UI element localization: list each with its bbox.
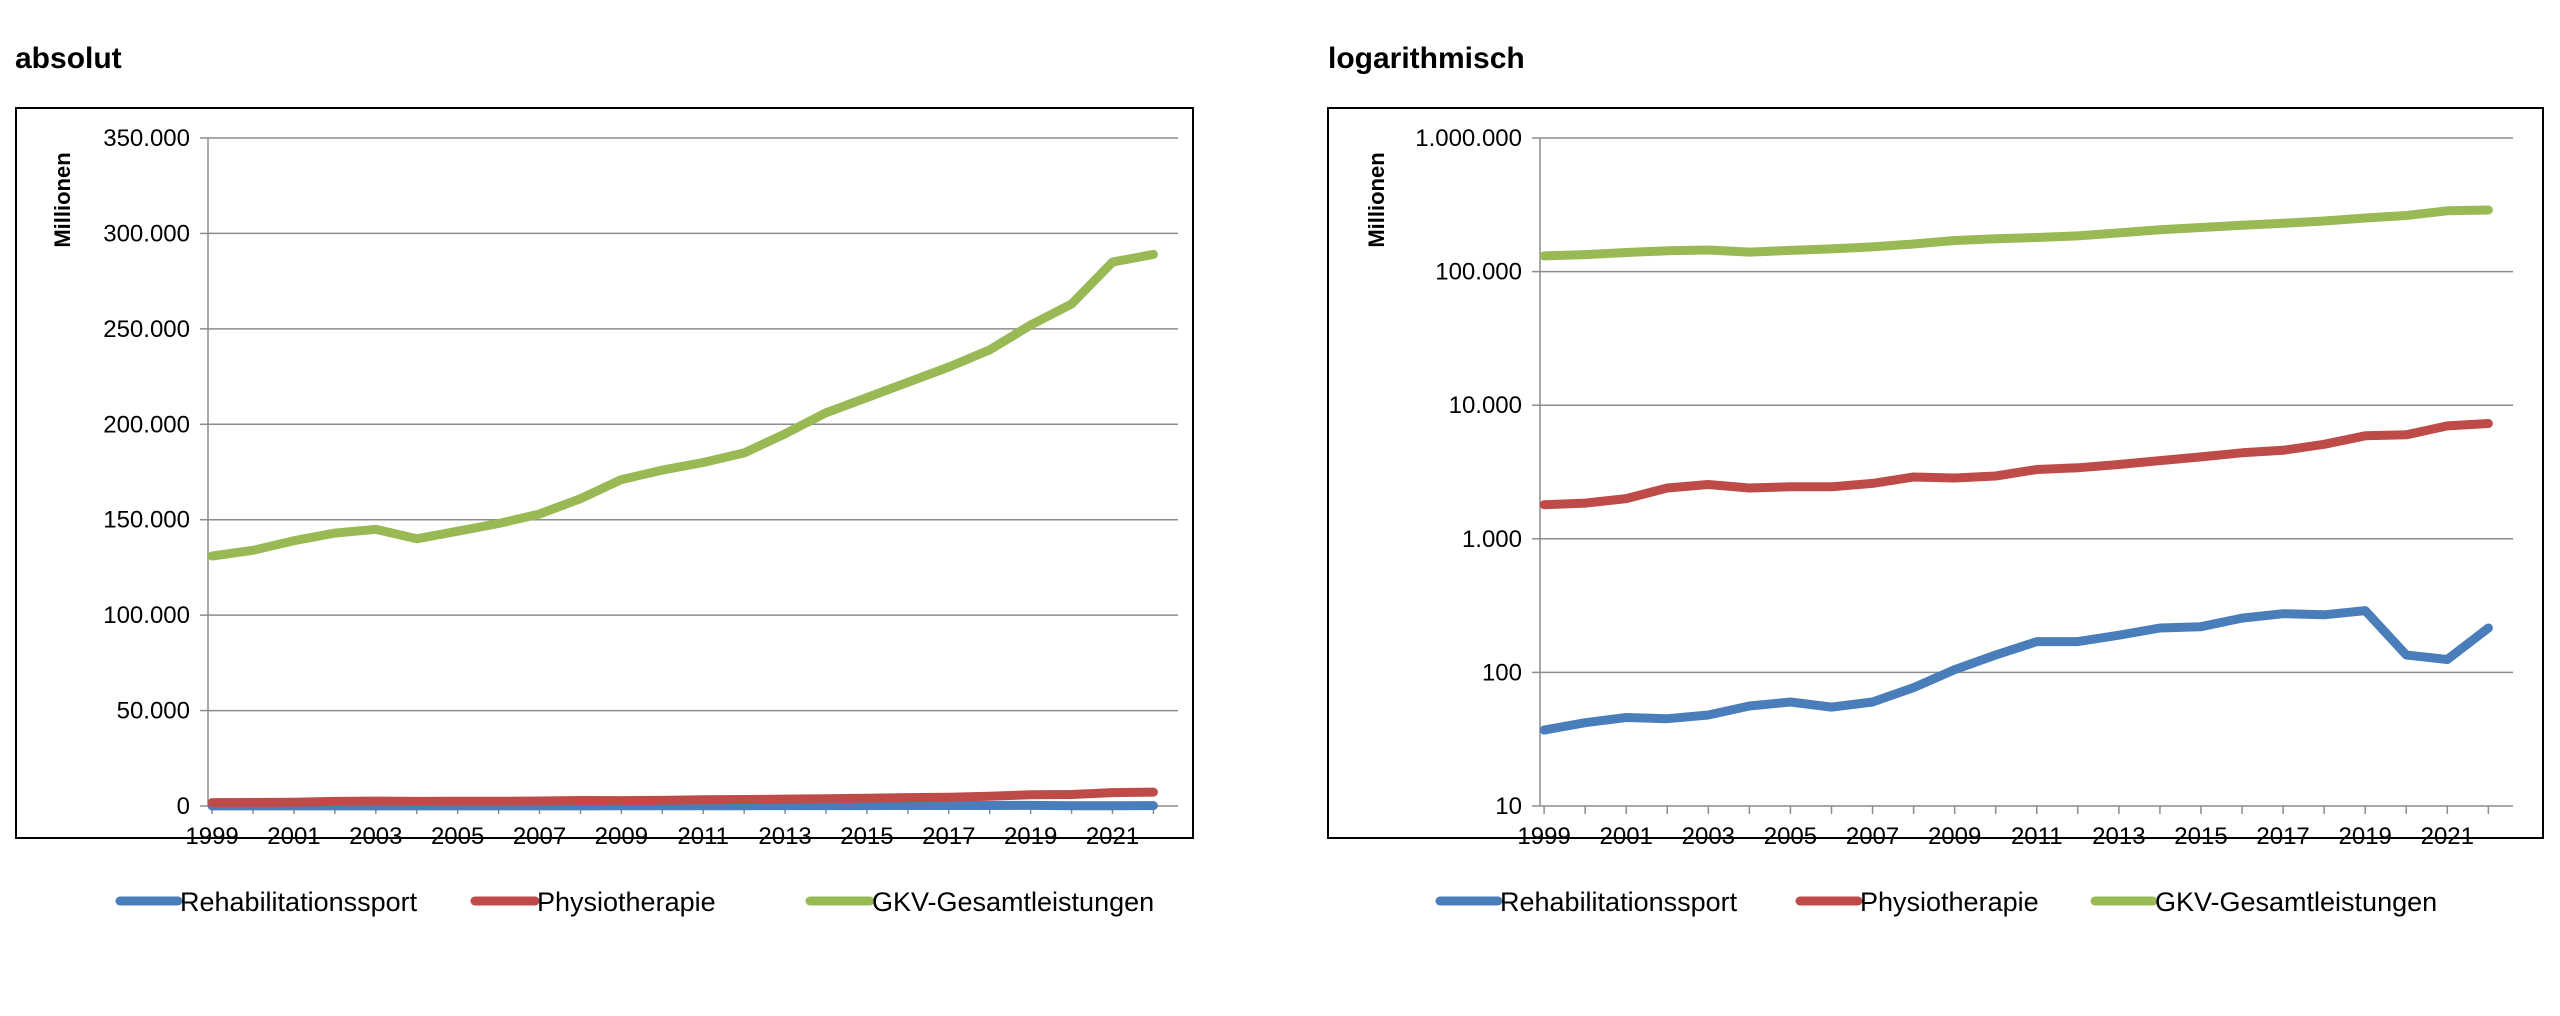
x-tick-label: 2011 — [677, 823, 729, 850]
y-tick-label: 0 — [177, 793, 190, 820]
chart-frame — [15, 107, 1194, 839]
chart-frame — [1327, 107, 2544, 839]
x-tick-label: 2001 — [267, 823, 320, 850]
x-tick-label: 2003 — [1682, 823, 1735, 850]
y-tick-label: 300.000 — [103, 220, 190, 247]
y-tick-label: 100.000 — [103, 602, 190, 629]
legend-label: Rehabilitationssport — [1500, 887, 1738, 917]
x-tick-label: 2009 — [595, 823, 648, 850]
series-line-rehabilitationssport — [1539, 606, 2493, 735]
chart-2: 10 100 1.000 10.000 100.000 1.000.000 1999 2001… — [1327, 107, 2544, 917]
x-tick-label: 2007 — [1846, 823, 1899, 850]
x-tick-label: 2009 — [1928, 823, 1981, 850]
x-tick-label: 2017 — [922, 823, 975, 850]
x-tick-label: 1999 — [1517, 823, 1570, 850]
x-tick-label: 2011 — [2011, 823, 2063, 850]
x-tick-label: 1999 — [185, 823, 238, 850]
series-line-physiotherapie — [1539, 419, 2493, 510]
x-tick-label: 2005 — [431, 823, 484, 850]
y-tick-label: 100 — [1482, 659, 1522, 686]
y-tick-label: 250.000 — [103, 316, 190, 343]
x-tick-label: 2021 — [1086, 823, 1139, 850]
x-tick-label: 2003 — [349, 823, 402, 850]
y-axis-label: Millionen — [1364, 152, 1389, 247]
series-line-gkv-gesamtleistungen — [207, 249, 1158, 561]
chart-1: 0 50.000 100.000 150.000 200.000 250.000 300.0… — [15, 107, 1194, 917]
legend-label: Physiotherapie — [537, 887, 716, 917]
x-tick-label: 2017 — [2256, 823, 2309, 850]
y-tick-label: 10 — [1495, 793, 1522, 820]
legend-label: GKV-Gesamtleistungen — [2155, 887, 2437, 917]
y-tick-label: 50.000 — [117, 698, 190, 725]
x-tick-label: 2007 — [513, 823, 566, 850]
x-tick-label: 2005 — [1764, 823, 1817, 850]
legend: Rehabilitationssport Physiotherapie GKV-Ge… — [115, 887, 1154, 917]
y-tick-label: 1.000 — [1462, 526, 1522, 553]
x-tick-label: 2013 — [758, 823, 811, 850]
y-tick-label: 350.000 — [103, 125, 190, 152]
y-tick-label: 1.000.000 — [1415, 125, 1522, 152]
x-tick-label: 2019 — [2339, 823, 2392, 850]
y-tick-label: 10.000 — [1449, 392, 1522, 419]
legend: Rehabilitationssport Physiotherapie GKV-Ge… — [1435, 887, 2437, 917]
x-tick-label: 2019 — [1004, 823, 1057, 850]
x-tick-label: 2015 — [840, 823, 893, 850]
left-panel-title: absolut — [15, 42, 122, 75]
legend-label: GKV-Gesamtleistungen — [872, 887, 1154, 917]
right-panel-title: logarithmisch — [1328, 42, 1525, 75]
y-axis-label: Millionen — [50, 152, 75, 247]
x-tick-label: 2021 — [2421, 823, 2474, 850]
y-tick-label: 200.000 — [103, 411, 190, 438]
series-line-physiotherapie — [207, 787, 1158, 808]
y-tick-label: 100.000 — [1435, 259, 1522, 286]
x-tick-label: 2001 — [1600, 823, 1653, 850]
series-line-rehabilitationssport — [207, 800, 1158, 811]
legend-label: Rehabilitationssport — [180, 887, 418, 917]
x-tick-label: 2015 — [2174, 823, 2227, 850]
x-tick-label: 2013 — [2092, 823, 2145, 850]
legend-label: Physiotherapie — [1860, 887, 2039, 917]
y-tick-label: 150.000 — [103, 507, 190, 534]
series-line-gkv-gesamtleistungen — [1539, 205, 2493, 261]
